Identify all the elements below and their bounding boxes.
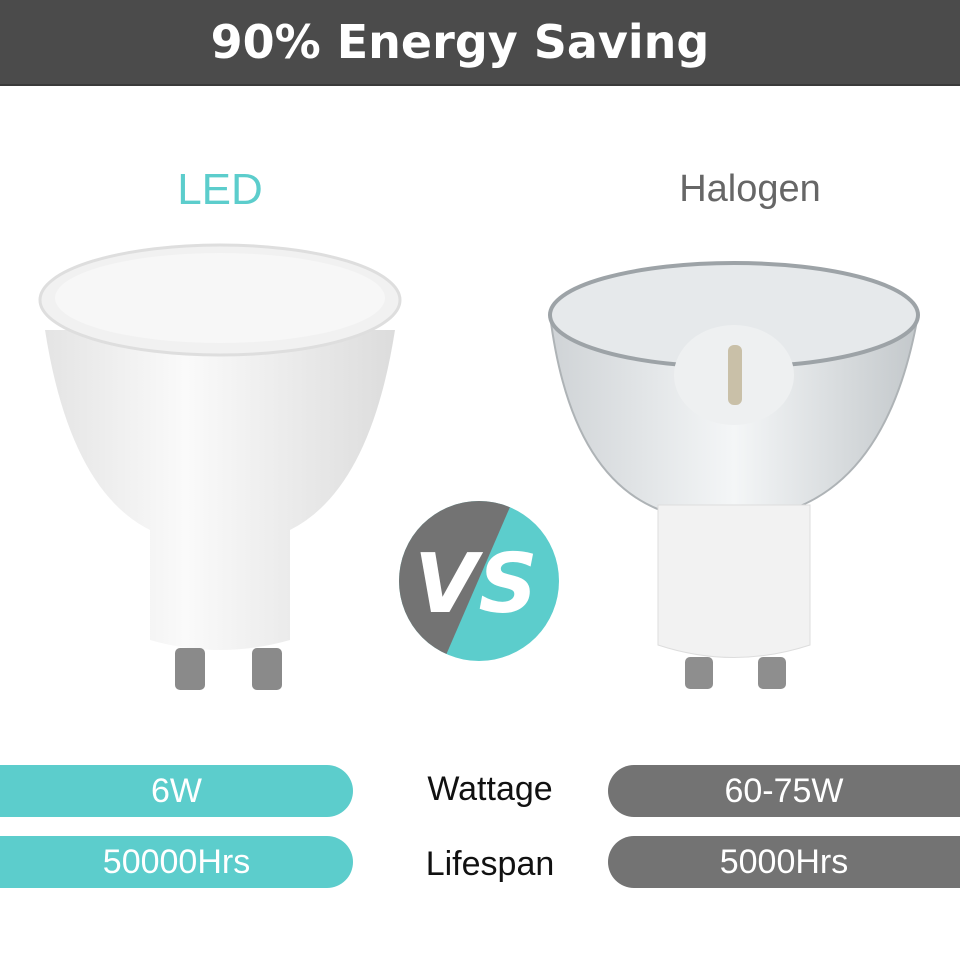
halogen-pin-right: [758, 657, 786, 689]
header-title: 90% Energy Saving: [210, 15, 710, 69]
halogen-wattage-bar: 60-75W: [608, 765, 960, 817]
led-wattage-bar: 6W: [0, 765, 353, 817]
vs-letter-s: S: [478, 537, 537, 632]
halogen-lifespan-bar: 5000Hrs: [608, 836, 960, 888]
vs-letter-v: V: [414, 537, 483, 632]
led-bulb-image: [38, 243, 402, 690]
header-banner: 90% Energy Saving: [0, 0, 960, 86]
led-pin-left: [175, 648, 205, 690]
wattage-label: Wattage: [427, 770, 553, 808]
led-pin-right: [252, 648, 282, 690]
lifespan-label: Lifespan: [425, 845, 555, 883]
halogen-bulb-image: [548, 261, 920, 689]
led-lifespan-bar: 50000Hrs: [0, 836, 353, 888]
led-label: LED: [177, 165, 263, 214]
halogen-label: Halogen: [679, 168, 821, 210]
halogen-pin-left: [685, 657, 713, 689]
vs-badge: V S: [399, 501, 559, 661]
